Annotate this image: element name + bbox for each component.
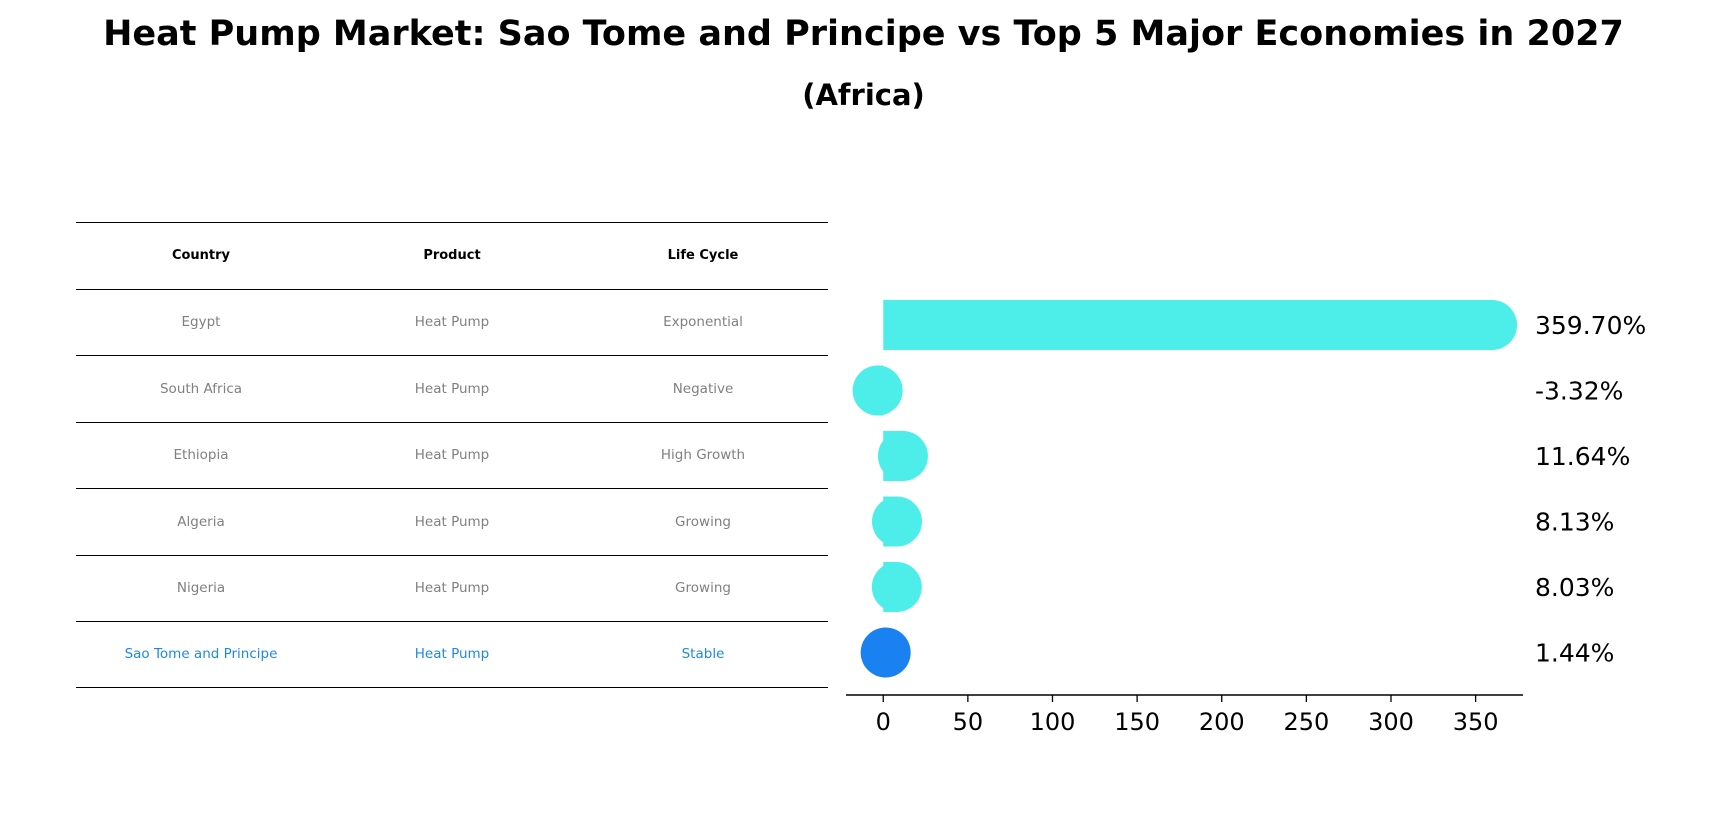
table-cell: Negative [672, 380, 734, 397]
table-row: Algeria Heat Pump Growing [76, 488, 828, 555]
bar-value-label: 11.64% [1535, 442, 1630, 471]
table-cell: High Growth [660, 447, 746, 464]
bar-value-label: 8.03% [1535, 573, 1614, 602]
table-header-cell: Product [423, 248, 481, 264]
x-tick-label: 350 [1453, 708, 1499, 736]
x-tick-label: 100 [1030, 708, 1076, 736]
table-cell: Stable [681, 646, 725, 663]
table-cell: South Africa [159, 380, 243, 397]
table-cell: Ethiopia [173, 447, 229, 464]
table-cell: Egypt [181, 314, 221, 331]
bar [883, 300, 1493, 350]
table-header-cell: Life Cycle [667, 248, 739, 264]
bar-cap [1467, 300, 1518, 350]
x-tick-label: 250 [1283, 708, 1329, 736]
table-cell: Heat Pump [414, 513, 490, 530]
table-cell: Heat Pump [414, 314, 490, 331]
bar-cap [871, 562, 922, 612]
table-cell: Growing [675, 513, 731, 530]
bar-value-label: 8.13% [1535, 508, 1614, 537]
table-row: Egypt Heat Pump Exponential [76, 288, 828, 356]
table-cell: Sao Tome and Principe [124, 646, 278, 663]
table-cell: Heat Pump [414, 447, 490, 464]
table-cell: Heat Pump [414, 580, 490, 597]
bar-cap [852, 365, 903, 416]
table-cell: Algeria [177, 513, 225, 530]
table-row: Sao Tome and Principe Heat Pump Stable [76, 621, 828, 688]
chart-title: Heat Pump Market: Sao Tome and Principe … [103, 14, 1624, 54]
market-table: Country Product Life Cycle Egypt Heat Pump Ex… [76, 222, 828, 688]
table-cell: Growing [675, 580, 731, 597]
table-cell: Nigeria [176, 580, 226, 597]
table-row: Nigeria Heat Pump Growing [76, 554, 828, 622]
table-cell: Heat Pump [414, 380, 490, 397]
x-tick-label: 200 [1199, 708, 1245, 736]
table-cell: Heat Pump [414, 646, 490, 663]
table-header-cell: Country [171, 248, 231, 264]
bar-cap [877, 431, 928, 481]
table-row: South Africa Heat Pump Negative [76, 355, 828, 422]
bar-value-label: 1.44% [1535, 639, 1614, 668]
bar-cap [871, 496, 922, 547]
bar-value-label: 359.70% [1535, 311, 1646, 340]
x-tick-label: 150 [1114, 708, 1160, 736]
x-tick-label: 300 [1368, 708, 1414, 736]
x-tick-label: 50 [953, 708, 984, 736]
table-header-row: Country Product Life Cycle [76, 222, 828, 289]
chart-subtitle: (Africa) [802, 78, 925, 112]
x-tick-label: 0 [876, 708, 891, 736]
table-cell: Exponential [663, 314, 743, 331]
bar-cap [860, 627, 911, 678]
bar-value-label: -3.32% [1535, 377, 1623, 406]
table-row: Ethiopia Heat Pump High Growth [76, 421, 828, 489]
